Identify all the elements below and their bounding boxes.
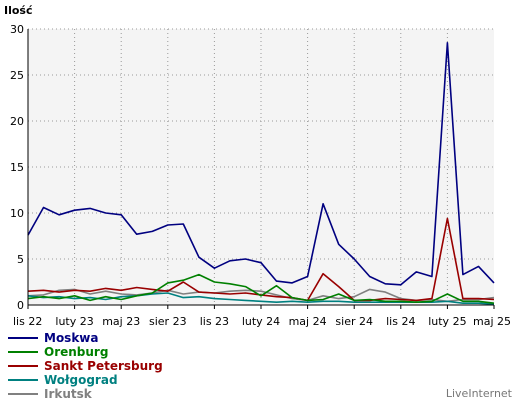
grid: [28, 28, 494, 305]
legend-swatch-wolgograd: [8, 379, 38, 381]
x-tick-label: lis 23: [200, 315, 229, 328]
legend-swatch-irkutsk: [8, 393, 38, 395]
x-tick-label: luty 24: [242, 315, 280, 328]
y-tick-label: 0: [17, 299, 24, 312]
x-tick-label: maj 23: [102, 315, 140, 328]
legend-label-moskwa: Moskwa: [44, 331, 99, 345]
legend-label-sankt-petersburg: Sankt Petersburg: [44, 359, 163, 373]
legend-label-orenburg: Orenburg: [44, 345, 109, 359]
x-tick-label: lis 22: [13, 315, 42, 328]
legend-label-irkutsk: Irkutsk: [44, 387, 92, 401]
legend-label-wolgograd: Wołgograd: [44, 373, 118, 387]
x-tick-label: luty 25: [428, 315, 466, 328]
y-tick-label: 30: [10, 23, 24, 36]
y-tick-label: 10: [10, 207, 24, 220]
legend-item-wolgograd: Wołgograd: [8, 373, 163, 387]
legend-item-moskwa: Moskwa: [8, 331, 163, 345]
y-tick-label: 20: [10, 115, 24, 128]
y-tick-label: 25: [10, 69, 24, 82]
series-line-moskwa: [27, 41, 495, 286]
y-tick-label: 15: [10, 161, 24, 174]
series-line-orenburg: [27, 273, 495, 304]
x-tick-label: luty 23: [55, 315, 93, 328]
legend-swatch-sankt-petersburg: [8, 365, 38, 367]
legend-swatch-moskwa: [8, 337, 38, 339]
x-tick-label: lis 24: [386, 315, 415, 328]
credit-text: LiveInternet: [445, 387, 512, 400]
y-tick-label: 5: [17, 253, 24, 266]
legend-item-orenburg: Orenburg: [8, 345, 163, 359]
y-axis-title: Ilość: [4, 4, 33, 17]
legend-item-sankt-petersburg: Sankt Petersburg: [8, 359, 163, 373]
series-lines: [27, 41, 495, 305]
axes: [27, 29, 495, 309]
x-tick-label: sier 23: [149, 315, 187, 328]
x-tick-label: maj 24: [289, 315, 327, 328]
legend: Moskwa Orenburg Sankt Petersburg Wołgogr…: [8, 331, 163, 401]
x-tick-label: sier 24: [335, 315, 373, 328]
tick-labels: 0 5 10 15 20 25 30 lis 22 luty 23 maj 23 sier 23 li…: [10, 23, 511, 328]
x-tick-label: maj 25: [473, 315, 511, 328]
legend-swatch-orenburg: [8, 351, 38, 353]
legend-item-irkutsk: Irkutsk: [8, 387, 163, 401]
